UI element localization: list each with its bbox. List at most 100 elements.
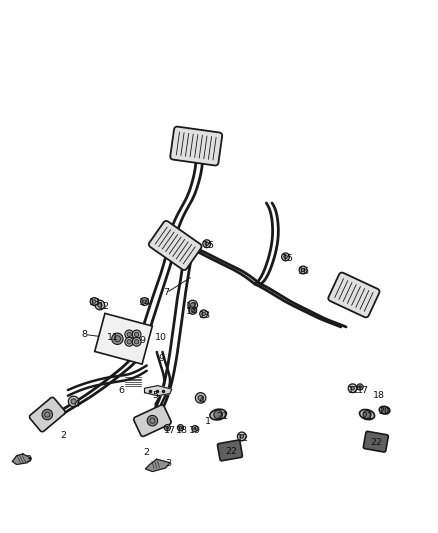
Circle shape [203,240,211,248]
Circle shape [359,386,361,388]
FancyBboxPatch shape [95,313,152,364]
Circle shape [42,409,53,420]
FancyBboxPatch shape [149,221,201,270]
Circle shape [198,395,203,400]
FancyBboxPatch shape [328,272,379,317]
Circle shape [282,253,290,261]
Text: 5: 5 [152,391,159,400]
Text: 21: 21 [216,412,229,421]
Text: 22: 22 [370,438,382,447]
Text: 15: 15 [203,241,215,250]
Text: 8: 8 [81,330,88,339]
Text: 17: 17 [164,426,176,435]
Circle shape [132,330,141,339]
Text: 12: 12 [98,302,110,311]
Circle shape [194,427,196,430]
Text: 13: 13 [89,298,102,307]
Circle shape [195,393,206,403]
Text: 16: 16 [298,267,311,276]
Text: 22: 22 [225,447,237,456]
Text: 3: 3 [166,459,172,468]
Text: 21: 21 [361,412,373,421]
FancyBboxPatch shape [218,440,242,461]
Circle shape [90,297,98,305]
Circle shape [237,432,246,441]
Text: 6: 6 [119,385,125,394]
Text: 18: 18 [176,426,188,435]
Text: 1: 1 [205,417,211,426]
Circle shape [188,300,198,310]
Circle shape [284,255,287,259]
Polygon shape [145,459,170,472]
Circle shape [112,333,123,344]
Circle shape [45,412,50,417]
FancyBboxPatch shape [134,405,171,437]
Circle shape [191,309,194,312]
Circle shape [141,297,148,305]
Circle shape [147,415,158,426]
Circle shape [214,410,223,419]
Circle shape [351,386,354,390]
Text: 20: 20 [378,407,391,416]
Circle shape [125,337,134,346]
Circle shape [125,330,134,339]
Circle shape [95,300,105,310]
Text: 11: 11 [107,333,119,342]
Ellipse shape [379,406,390,414]
Ellipse shape [360,409,374,419]
Text: 19: 19 [189,426,201,435]
Circle shape [357,384,363,390]
Circle shape [92,300,96,303]
Circle shape [150,418,155,423]
Text: 3: 3 [25,455,32,464]
Circle shape [240,435,244,438]
Text: 10: 10 [155,333,167,342]
Text: 13: 13 [199,311,211,320]
Circle shape [192,425,198,432]
Circle shape [164,425,170,431]
Circle shape [363,410,371,418]
Text: 12: 12 [237,434,249,443]
Circle shape [132,337,141,346]
Text: 2: 2 [144,448,150,457]
Text: 17: 17 [357,385,369,394]
Circle shape [205,242,208,246]
Circle shape [348,384,357,393]
Circle shape [127,332,131,336]
Circle shape [68,396,79,407]
FancyBboxPatch shape [170,127,222,165]
Ellipse shape [210,409,226,420]
FancyBboxPatch shape [364,431,388,452]
Text: 2: 2 [60,431,67,440]
Circle shape [98,303,102,307]
Text: 18: 18 [373,391,385,400]
Circle shape [134,340,139,344]
Circle shape [381,407,388,414]
Text: 4: 4 [74,400,80,409]
FancyBboxPatch shape [29,397,65,432]
Circle shape [143,300,146,303]
Circle shape [301,268,305,272]
Circle shape [200,310,208,318]
Circle shape [179,426,182,429]
Circle shape [299,266,307,274]
Circle shape [191,303,195,307]
Text: 9: 9 [158,354,164,363]
Text: 14: 14 [138,298,151,307]
Text: 14: 14 [186,306,198,316]
Text: 12: 12 [348,385,360,394]
Text: 7: 7 [163,288,170,297]
Text: 15: 15 [282,254,294,263]
Text: 12: 12 [186,302,198,311]
Text: 4: 4 [198,395,205,405]
Polygon shape [12,454,32,464]
Circle shape [166,426,169,429]
Text: 9: 9 [139,336,145,345]
Circle shape [71,399,76,404]
Circle shape [134,332,139,336]
Circle shape [202,312,205,316]
Polygon shape [145,386,172,395]
Circle shape [127,340,131,344]
Circle shape [177,425,184,431]
Circle shape [189,306,197,314]
